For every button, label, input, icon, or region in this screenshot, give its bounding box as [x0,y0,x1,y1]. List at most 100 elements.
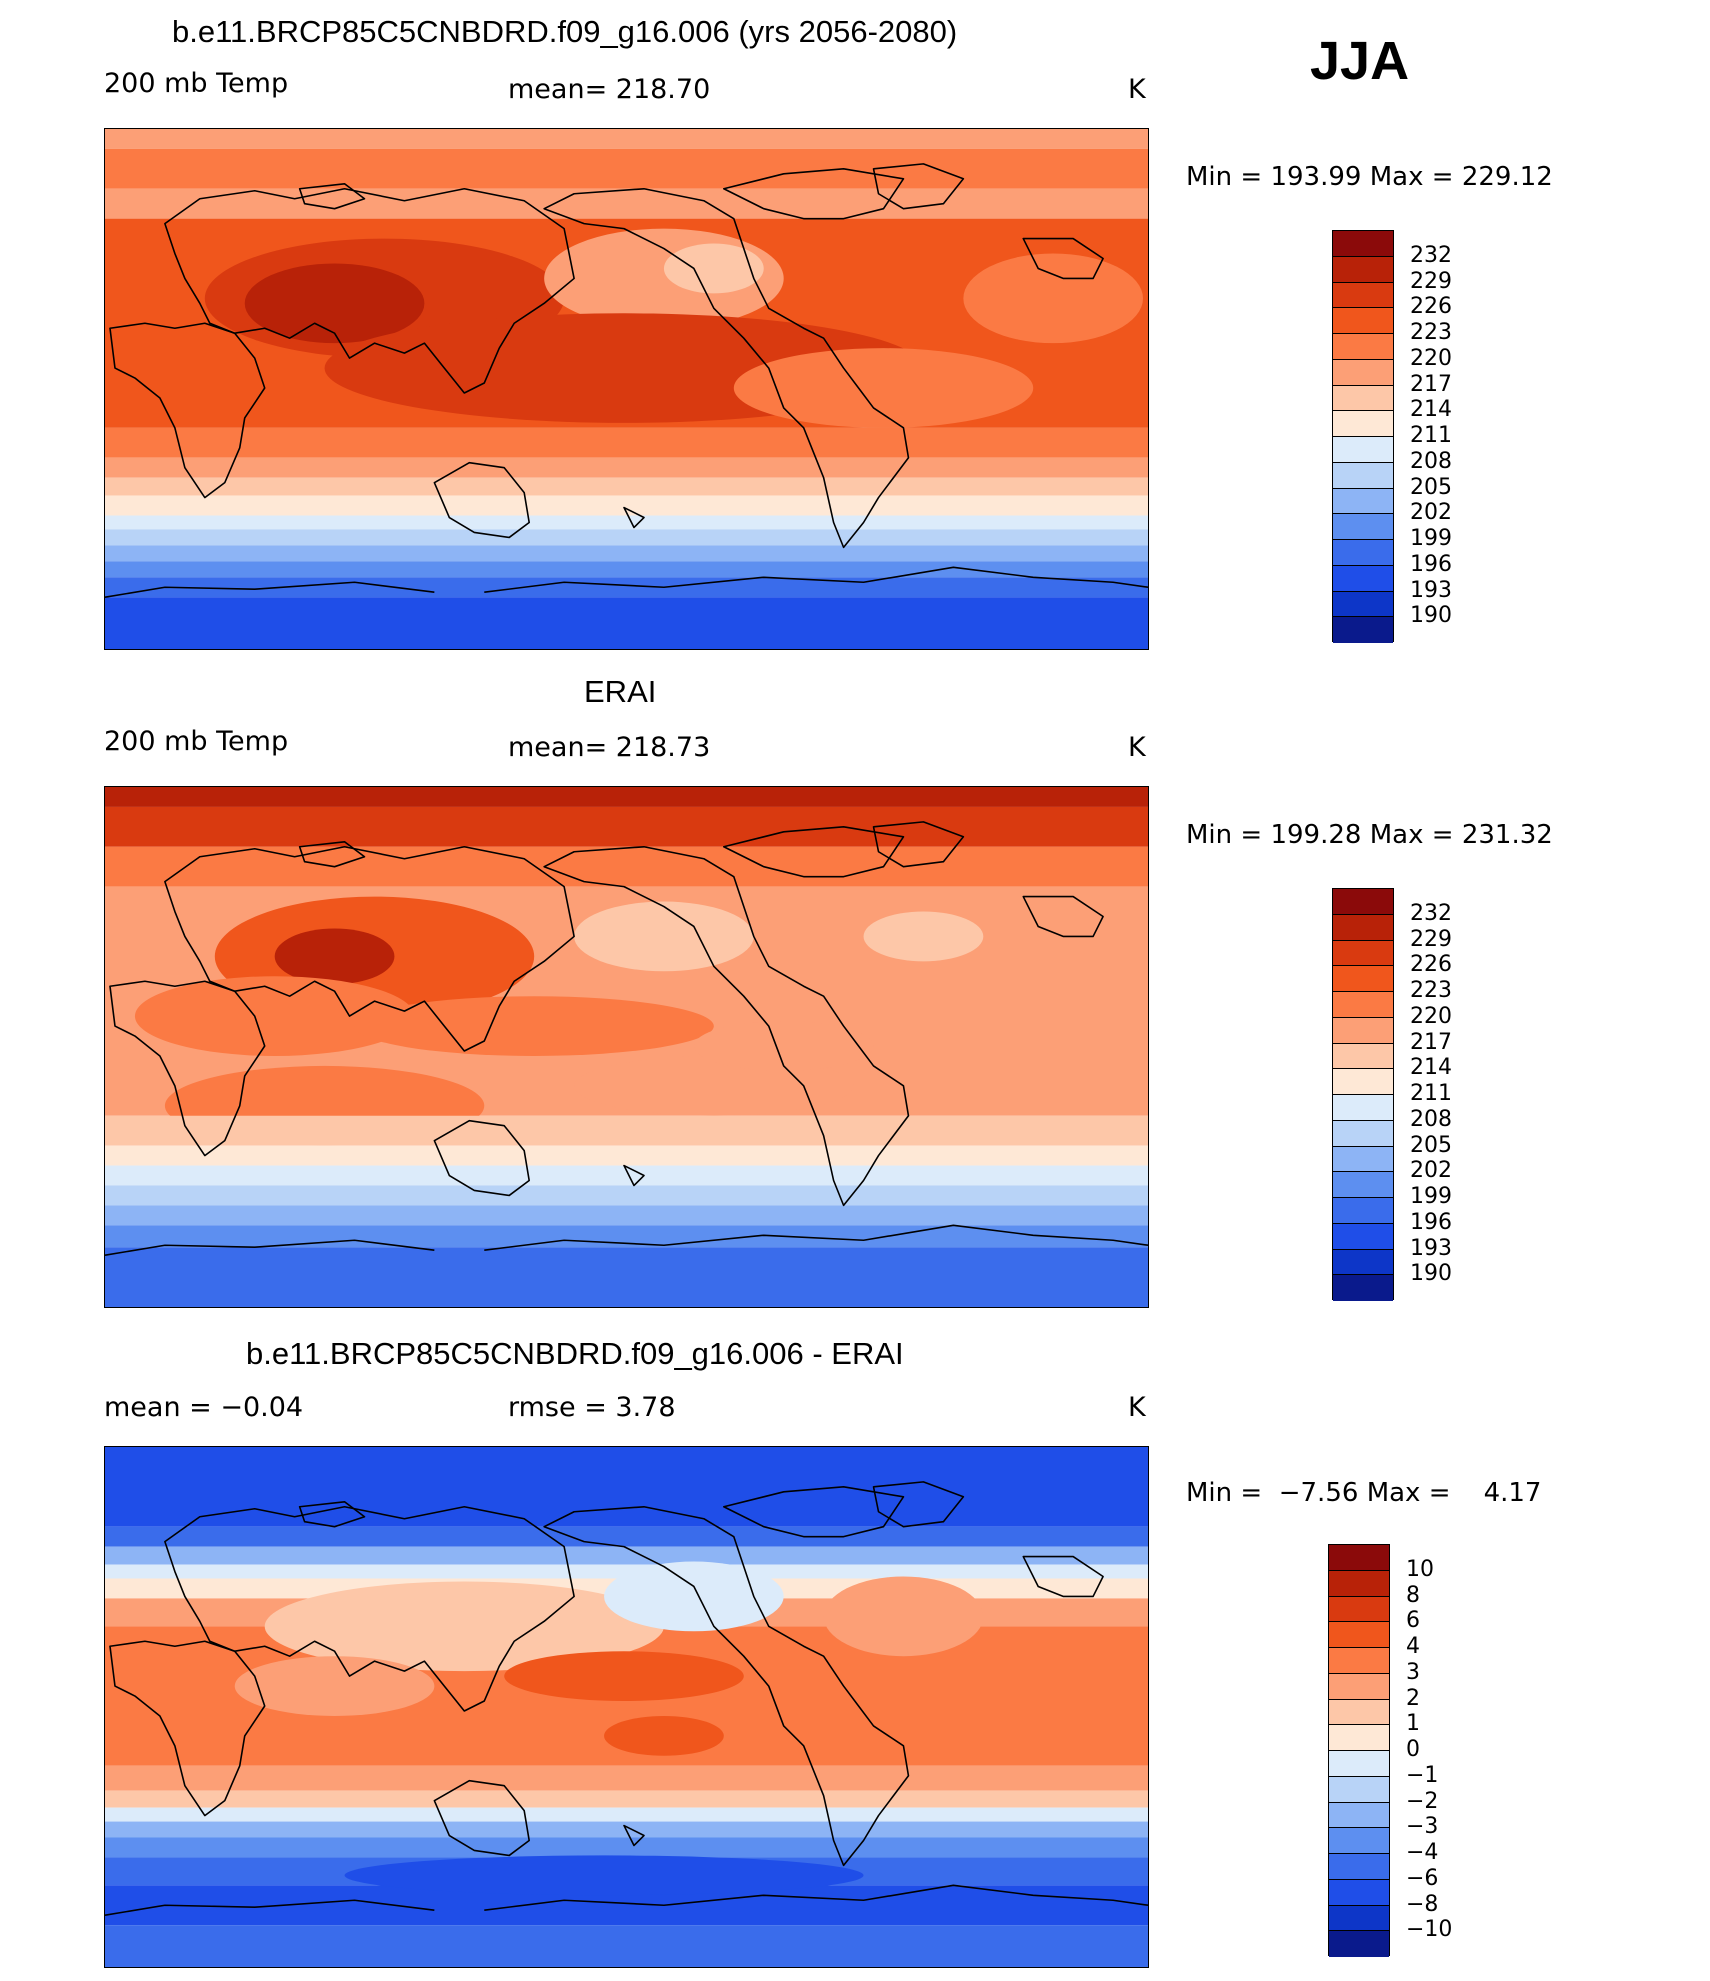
colorbar-tick-label: 217 [1410,1029,1452,1055]
coastline [109,322,266,499]
panel-2-map-svg [105,787,1148,1307]
panel-3-mean-label: mean = −0.04 [104,1392,304,1423]
coastline [723,826,905,878]
colorbar-swatch [1333,1249,1393,1276]
coastline [623,1164,645,1187]
coastline [543,187,910,549]
panel-1-max-label: Max [1369,162,1424,192]
colorbar-tick-label: −1 [1406,1762,1439,1788]
panel-3-min-value: −7.56 [1278,1478,1359,1508]
colorbar-swatch [1333,282,1393,309]
panel-2-units: K [1128,732,1146,763]
colorbar-tick-label: 1 [1406,1711,1420,1737]
panel-1-map-svg [105,129,1148,649]
colorbar-tick-label: 190 [1410,1261,1452,1287]
coastline [543,845,910,1207]
colorbar-swatch [1333,565,1393,592]
colorbar-swatch [1333,359,1393,386]
panel-1-map [104,128,1149,650]
panel-3-title: b.e11.BRCP85C5CNBDRD.f09_g16.006 - ERAI [246,1336,904,1371]
coastline [484,566,1148,594]
colorbar-tick-label: 211 [1410,423,1452,448]
coastline [484,1884,1148,1912]
colorbar-tick-label: 205 [1410,1132,1452,1158]
colorbar-swatch [1333,889,1393,915]
panel-2-variable-label: 200 mb Temp [104,726,289,757]
colorbar-tick-label: 214 [1410,1055,1452,1081]
colorbar-swatch [1329,1776,1389,1803]
colorbar-swatch [1333,966,1393,992]
coastline [105,1899,435,1916]
colorbar-tick-label: −2 [1406,1788,1439,1814]
colorbar-tick-label: 232 [1410,242,1452,268]
colorbar-swatch [1329,1854,1389,1880]
coastline [105,1239,435,1256]
colorbar-swatch [1329,1596,1389,1623]
colorbar-swatch [1333,462,1393,489]
colorbar-tick-label: 6 [1406,1608,1420,1634]
colorbar-swatch [1329,1570,1389,1597]
panel-2-mean-label: mean= 218.73 [508,732,711,763]
colorbar-tick-label: 10 [1406,1556,1434,1582]
panel-3-units: K [1128,1392,1146,1423]
colorbar-swatch [1333,591,1393,618]
colorbar-tick-label: 199 [1410,526,1452,551]
colorbar-tick-label: −3 [1406,1814,1439,1840]
colorbar-swatch [1333,385,1393,412]
colorbar-swatch [1329,1828,1389,1854]
coastline [872,821,965,868]
colorbar-tick-label: 217 [1410,371,1452,397]
coastline [433,461,530,539]
colorbar-swatch [1333,437,1393,463]
colorbar-swatch [1333,411,1393,437]
colorbar-swatch [1333,992,1393,1018]
panel-2-colorbar [1332,888,1394,1301]
colorbar-tick-label: 2 [1406,1685,1420,1711]
coastline [543,1505,910,1867]
colorbar-swatch [1333,231,1393,257]
colorbar-tick-label: 229 [1410,268,1452,294]
colorbar-swatch [1333,1275,1393,1301]
colorbar-swatch [1333,1198,1393,1224]
colorbar-swatch [1333,1069,1393,1095]
panel-2-map [104,786,1149,1308]
colorbar-swatch [1329,1751,1389,1777]
colorbar-tick-label: 196 [1410,1209,1452,1235]
colorbar-tick-label: −4 [1406,1840,1439,1865]
colorbar-swatch [1333,1043,1393,1070]
coastline [484,1224,1148,1252]
colorbar-tick-label: −8 [1406,1891,1439,1917]
colorbar-tick-label: 226 [1410,952,1452,978]
coastline [109,980,266,1157]
panel-1-variable-label: 200 mb Temp [104,68,289,99]
panel-1-title: b.e11.BRCP85C5CNBDRD.f09_g16.006 (yrs 20… [172,14,958,49]
colorbar-swatch [1333,1095,1393,1121]
colorbar-swatch [1329,1931,1389,1957]
panel-2-max-label: Max [1369,820,1424,850]
colorbar-swatch [1329,1545,1389,1571]
colorbar-tick-label: 193 [1410,577,1452,603]
colorbar-swatch [1329,1802,1389,1829]
panel-3-colorbar [1328,1544,1390,1957]
colorbar-swatch [1333,1146,1393,1173]
panel-3-rmse-label: rmse = 3.78 [508,1392,676,1423]
colorbar-tick-label: 223 [1410,320,1452,345]
panel-3-max-label: Max [1366,1478,1421,1508]
colorbar-tick-label: 196 [1410,551,1452,577]
colorbar-swatch [1333,914,1393,941]
colorbar-tick-label: 232 [1410,900,1452,926]
coastline [109,1640,266,1817]
colorbar-swatch [1329,1725,1389,1751]
coastline [433,1779,530,1857]
coastline [872,1481,965,1528]
colorbar-swatch [1329,1905,1389,1932]
colorbar-swatch [1329,1879,1389,1906]
coastline [623,1824,645,1847]
colorbar-tick-label: 226 [1410,294,1452,320]
coastline [1022,1555,1104,1598]
panel-1-max-value: 229.12 [1461,162,1553,192]
panel-3-minmax: Min = −7.56 Max = 4.17 [1186,1478,1542,1508]
colorbar-swatch [1333,540,1393,566]
colorbar-tick-label: 8 [1406,1582,1420,1608]
panel-2-max-value: 231.32 [1461,820,1553,850]
